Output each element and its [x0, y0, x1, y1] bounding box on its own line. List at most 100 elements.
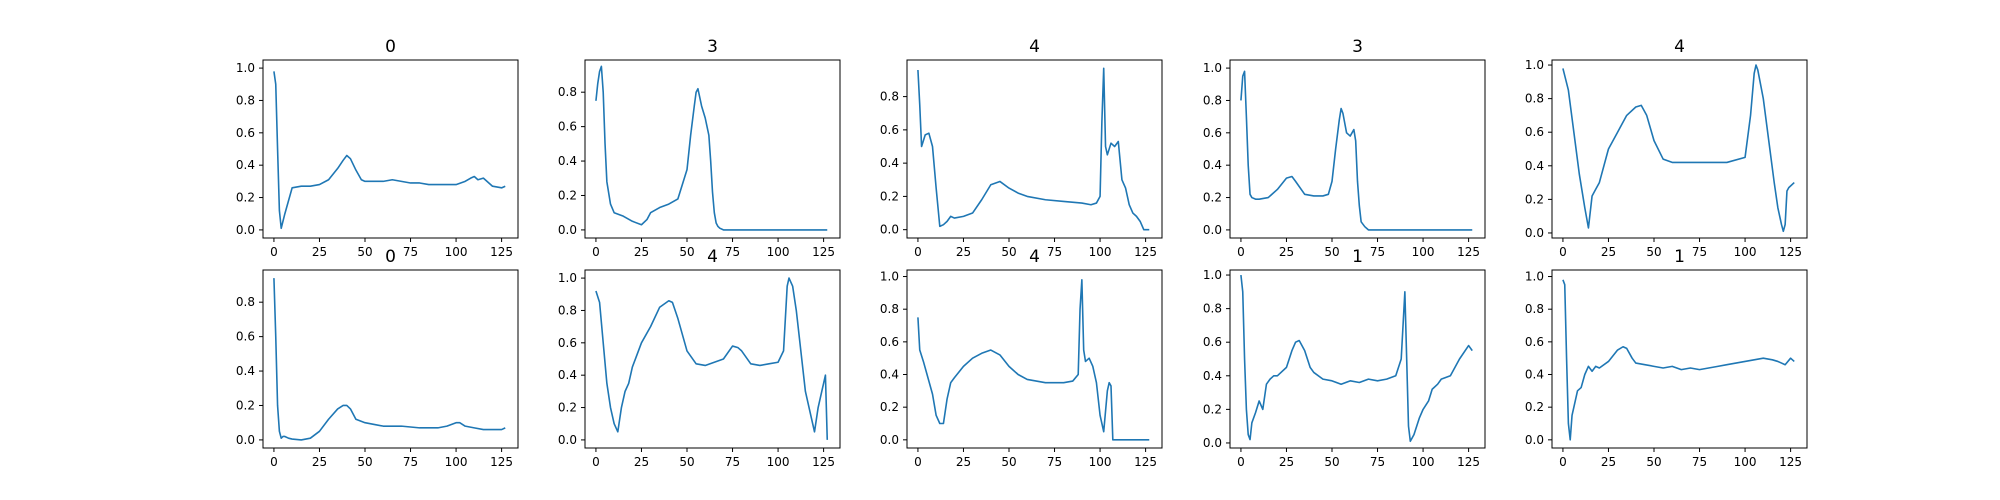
subplot-title: 0: [385, 37, 396, 57]
series-line: [1562, 64, 1795, 233]
y-tick-label: 0.2: [880, 189, 899, 203]
series-line: [595, 65, 828, 231]
series-line: [595, 277, 829, 440]
y-tick-label: 0.2: [1203, 191, 1222, 205]
x-tick-label: 50: [1646, 245, 1661, 259]
y-tick-label: 0.6: [236, 126, 255, 140]
axes-frame: [1229, 269, 1486, 449]
x-tick-label: 50: [1001, 455, 1016, 469]
y-tick-label: 0.2: [236, 398, 255, 412]
subplot-title: 3: [1352, 37, 1363, 57]
y-tick-label: 0.6: [1203, 126, 1222, 140]
y-tick-label: 0.2: [558, 188, 577, 202]
x-tick-label: 0: [592, 245, 600, 259]
y-tick-label: 0.0: [1203, 223, 1222, 237]
y-tick-label: 0.2: [1525, 400, 1544, 414]
y-tick-label: 0.8: [1525, 302, 1544, 316]
y-tick-label: 0.0: [1203, 436, 1222, 450]
x-tick-label: 75: [1692, 455, 1707, 469]
x-tick-label: 50: [1646, 455, 1661, 469]
x-tick-label: 0: [914, 455, 922, 469]
x-tick-label: 100: [1412, 245, 1435, 259]
x-tick-label: 75: [725, 455, 740, 469]
y-tick-label: 0.2: [236, 191, 255, 205]
subplot-2: 3 0 25 50 75 100 125 0.0 0.2 0.4 0.6 0.8: [558, 37, 841, 259]
series-line: [1240, 274, 1473, 443]
x-tick-label: 25: [312, 455, 327, 469]
x-tick-label: 100: [1412, 455, 1435, 469]
y-tick-label: 1.0: [558, 271, 577, 285]
x-tick-label: 75: [403, 245, 418, 259]
y-tick-label: 0.8: [1203, 302, 1222, 316]
x-tick-label: 25: [1279, 245, 1294, 259]
x-tick-label: 100: [1734, 245, 1757, 259]
subplot-1: 0 0 25 50 75 100 125 0.0 0.2 0.4 0.6 0.8 1.0: [236, 37, 519, 259]
x-tick-label: 100: [445, 455, 468, 469]
x-tick-label: 0: [914, 245, 922, 259]
series-line: [917, 67, 1150, 231]
x-tick-label: 25: [634, 455, 649, 469]
x-tick-label: 125: [1134, 245, 1157, 259]
y-tick-label: 0.8: [880, 302, 899, 316]
y-tick-label: 0.4: [558, 368, 577, 382]
y-tick-label: 0.4: [880, 156, 899, 170]
y-tick-label: 1.0: [880, 270, 899, 284]
y-tick-label: 0.0: [558, 223, 577, 237]
y-tick-label: 0.8: [1203, 93, 1222, 107]
y-tick-label: 0.8: [236, 93, 255, 107]
series-line: [273, 71, 506, 230]
y-tick-label: 0.6: [1203, 335, 1222, 349]
x-tick-label: 50: [679, 455, 694, 469]
axes-frame: [906, 59, 1163, 239]
y-tick-label: 0.4: [1525, 368, 1544, 382]
x-tick-label: 25: [312, 245, 327, 259]
y-tick-label: 0.2: [558, 401, 577, 415]
x-tick-label: 25: [1279, 455, 1294, 469]
y-tick-label: 0.4: [236, 364, 255, 378]
y-tick-label: 0.0: [1525, 226, 1544, 240]
y-tick-label: 0.6: [880, 335, 899, 349]
subplot-title: 4: [707, 247, 718, 267]
y-tick-label: 0.2: [880, 400, 899, 414]
x-tick-label: 100: [1089, 245, 1112, 259]
x-tick-label: 125: [1134, 455, 1157, 469]
x-tick-label: 75: [403, 455, 418, 469]
subplot-9: 1 0 25 50 75 100 125 0.0 0.2 0.4 0.6 0.8 1.0: [1203, 247, 1486, 469]
y-tick-label: 0.6: [1525, 125, 1544, 139]
x-tick-label: 125: [1779, 455, 1802, 469]
x-tick-label: 25: [634, 245, 649, 259]
x-tick-label: 0: [592, 455, 600, 469]
y-tick-label: 0.0: [880, 223, 899, 237]
x-tick-label: 75: [1692, 245, 1707, 259]
axes-frame: [1551, 59, 1808, 239]
axes-frame: [1551, 269, 1808, 449]
y-tick-label: 0.0: [880, 433, 899, 447]
y-tick-label: 0.0: [236, 223, 255, 237]
x-tick-label: 75: [1370, 455, 1385, 469]
x-tick-label: 75: [725, 245, 740, 259]
subplot-4: 3 0 25 50 75 100 125 0.0 0.2 0.4 0.6 0.8 1.0: [1203, 37, 1486, 259]
y-tick-label: 0.8: [236, 295, 255, 309]
x-tick-label: 125: [1779, 245, 1802, 259]
x-tick-label: 0: [1237, 245, 1245, 259]
x-tick-label: 100: [767, 245, 790, 259]
axes-frame: [262, 269, 519, 449]
y-tick-label: 1.0: [236, 61, 255, 75]
subplot-title: 3: [707, 37, 718, 57]
y-tick-label: 0.4: [880, 368, 899, 382]
x-tick-label: 125: [490, 455, 513, 469]
subplot-title: 1: [1352, 247, 1363, 267]
y-tick-label: 0.4: [1203, 369, 1222, 383]
axes-frame: [584, 59, 841, 239]
y-tick-label: 0.2: [1525, 192, 1544, 206]
subplot-title: 4: [1029, 247, 1040, 267]
y-tick-label: 0.6: [558, 120, 577, 134]
y-tick-label: 0.0: [236, 433, 255, 447]
x-tick-label: 125: [812, 455, 835, 469]
x-tick-label: 50: [679, 245, 694, 259]
x-tick-label: 125: [490, 245, 513, 259]
axes-frame: [906, 269, 1163, 449]
x-tick-label: 0: [1559, 245, 1567, 259]
y-tick-label: 0.6: [236, 330, 255, 344]
subplot-3: 4 0 25 50 75 100 125 0.0 0.2 0.4 0.6 0.8: [880, 37, 1163, 259]
